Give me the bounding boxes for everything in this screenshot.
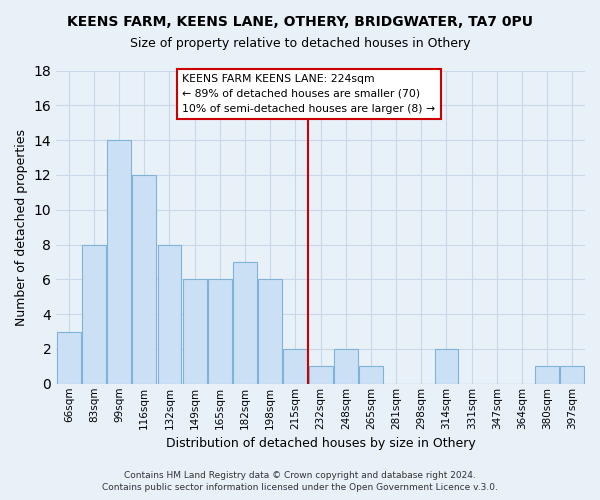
- Bar: [158, 244, 181, 384]
- Y-axis label: Number of detached properties: Number of detached properties: [15, 128, 28, 326]
- Text: KEENS FARM KEENS LANE: 224sqm
← 89% of detached houses are smaller (70)
10% of s: KEENS FARM KEENS LANE: 224sqm ← 89% of d…: [182, 74, 435, 114]
- Bar: [208, 280, 232, 384]
- X-axis label: Distribution of detached houses by size in Othery: Distribution of detached houses by size …: [166, 437, 475, 450]
- Bar: [308, 366, 332, 384]
- Bar: [133, 175, 156, 384]
- Text: Contains HM Land Registry data © Crown copyright and database right 2024.
Contai: Contains HM Land Registry data © Crown c…: [102, 471, 498, 492]
- Text: KEENS FARM, KEENS LANE, OTHERY, BRIDGWATER, TA7 0PU: KEENS FARM, KEENS LANE, OTHERY, BRIDGWAT…: [67, 15, 533, 29]
- Bar: [57, 332, 81, 384]
- Bar: [283, 349, 307, 384]
- Bar: [82, 244, 106, 384]
- Bar: [334, 349, 358, 384]
- Bar: [258, 280, 282, 384]
- Bar: [434, 349, 458, 384]
- Bar: [233, 262, 257, 384]
- Bar: [560, 366, 584, 384]
- Bar: [183, 280, 206, 384]
- Bar: [535, 366, 559, 384]
- Text: Size of property relative to detached houses in Othery: Size of property relative to detached ho…: [130, 38, 470, 51]
- Bar: [359, 366, 383, 384]
- Bar: [107, 140, 131, 384]
